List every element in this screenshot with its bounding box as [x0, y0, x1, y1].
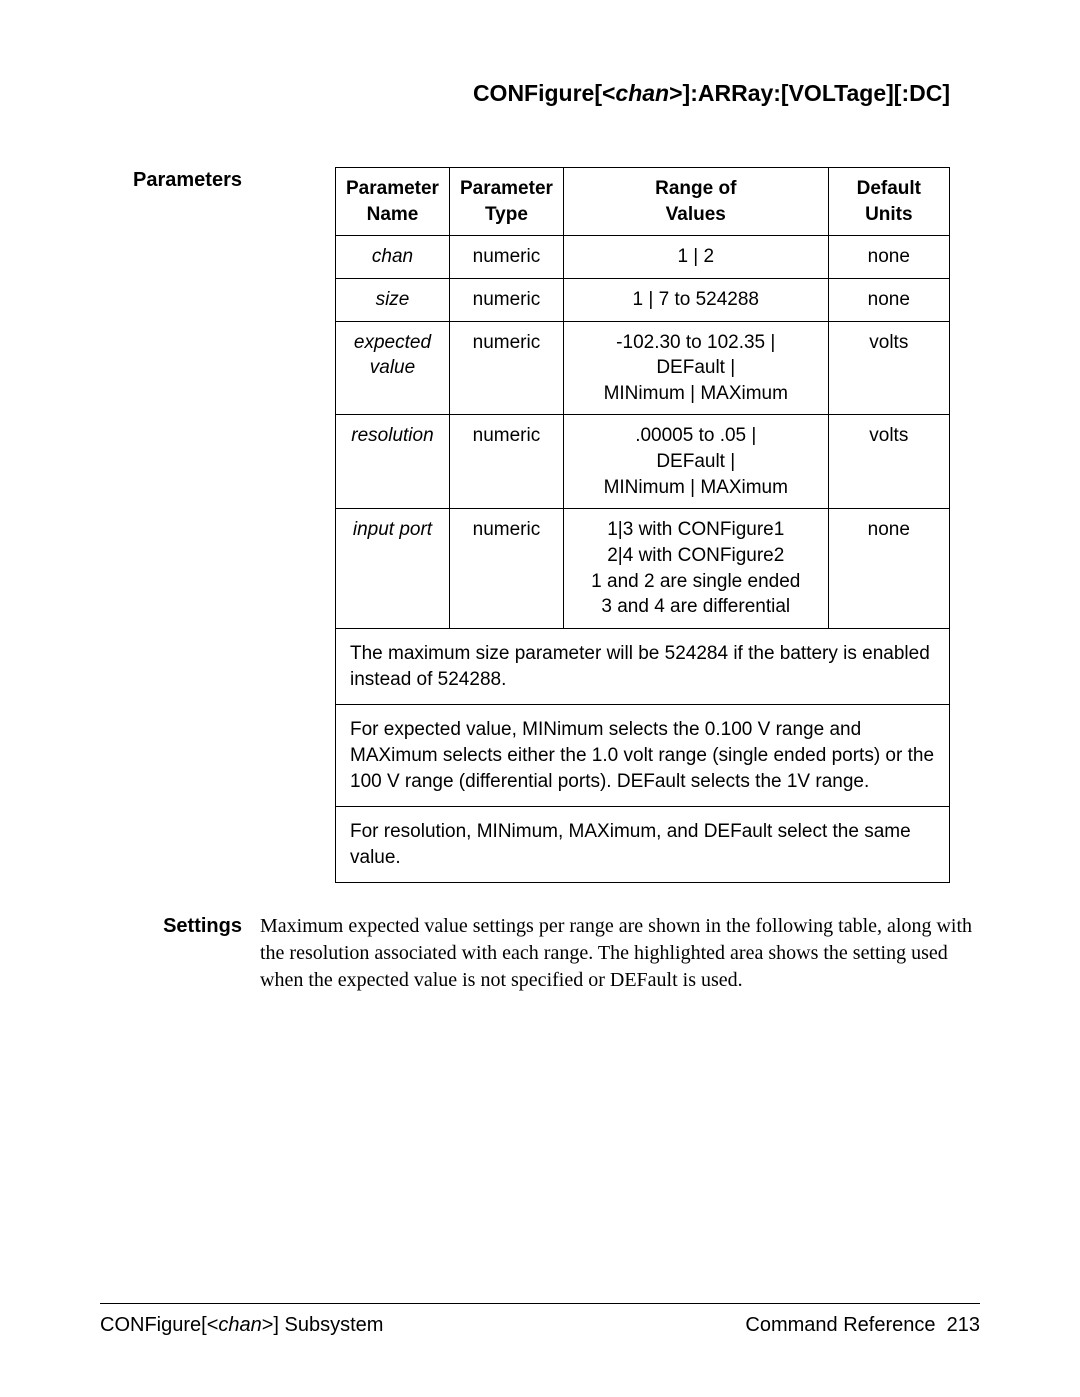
footer-right: Command Reference 213: [745, 1314, 980, 1337]
footer-row: CONFigure[<chan>] Subsystem Command Refe…: [100, 1314, 980, 1337]
table-note: For expected value, MINimum selects the …: [336, 705, 950, 807]
footer-rule: [100, 1303, 980, 1304]
table-note: For resolution, MINimum, MAXimum, and DE…: [336, 807, 950, 883]
table-row: input port numeric 1|3 with CONFigure1 2…: [336, 509, 950, 629]
settings-section: Settings Maximum expected value settings…: [100, 913, 980, 994]
cell-range: 1 | 2: [563, 236, 828, 279]
table-header-row: Parameter Name Parameter Type Range of V…: [336, 168, 950, 236]
title-prefix: CONFigure[<: [473, 80, 615, 106]
cell-range: 1 | 7 to 524288: [563, 278, 828, 321]
table-note-row: For resolution, MINimum, MAXimum, and DE…: [336, 807, 950, 883]
col-header-range: Range of Values: [563, 168, 828, 236]
table-row: chan numeric 1 | 2 none: [336, 236, 950, 279]
cell-default: none: [828, 509, 949, 629]
cell-name: size: [336, 278, 450, 321]
parameters-table: Parameter Name Parameter Type Range of V…: [335, 167, 950, 883]
page: CONFigure[<chan>]:ARRay:[VOLTage][:DC] P…: [0, 0, 1080, 1397]
table-note: The maximum size parameter will be 52428…: [336, 628, 950, 704]
cell-range: .00005 to .05 | DEFault | MINimum | MAXi…: [563, 415, 828, 509]
col-header-type: Parameter Type: [449, 168, 563, 236]
cell-range: -102.30 to 102.35 | DEFault | MINimum | …: [563, 321, 828, 415]
footer-page-number: 213: [947, 1314, 980, 1336]
footer-right-label: Command Reference: [745, 1314, 935, 1336]
parameters-body: Parameter Name Parameter Type Range of V…: [260, 167, 980, 883]
footer-left: CONFigure[<chan>] Subsystem: [100, 1314, 383, 1337]
cell-type: numeric: [449, 236, 563, 279]
table-row: expected value numeric -102.30 to 102.35…: [336, 321, 950, 415]
cell-name: expected value: [336, 321, 450, 415]
footer-left-prefix: CONFigure[<: [100, 1314, 218, 1336]
footer-left-chan: chan: [218, 1314, 261, 1336]
cell-type: numeric: [449, 278, 563, 321]
parameters-label: Parameters: [100, 167, 260, 883]
cell-name: input port: [336, 509, 450, 629]
cell-default: none: [828, 236, 949, 279]
table-note-row: For expected value, MINimum selects the …: [336, 705, 950, 807]
cell-type: numeric: [449, 415, 563, 509]
cell-type: numeric: [449, 321, 563, 415]
page-footer: CONFigure[<chan>] Subsystem Command Refe…: [100, 1303, 980, 1337]
title-suffix: >]:ARRay:[VOLTage][:DC]: [669, 80, 950, 106]
cell-name: chan: [336, 236, 450, 279]
table-row: resolution numeric .00005 to .05 | DEFau…: [336, 415, 950, 509]
table-row: size numeric 1 | 7 to 524288 none: [336, 278, 950, 321]
cell-type: numeric: [449, 509, 563, 629]
settings-body: Maximum expected value settings per rang…: [260, 913, 980, 994]
parameters-section: Parameters Parameter Name Parameter Type…: [100, 167, 980, 883]
settings-label: Settings: [100, 913, 260, 994]
col-header-default: Default Units: [828, 168, 949, 236]
cell-default: volts: [828, 321, 949, 415]
col-header-name: Parameter Name: [336, 168, 450, 236]
cell-range: 1|3 with CONFigure1 2|4 with CONFigure2 …: [563, 509, 828, 629]
cell-default: none: [828, 278, 949, 321]
cell-default: volts: [828, 415, 949, 509]
table-note-row: The maximum size parameter will be 52428…: [336, 628, 950, 704]
page-title: CONFigure[<chan>]:ARRay:[VOLTage][:DC]: [100, 80, 980, 107]
title-chan: chan: [615, 80, 669, 106]
footer-left-suffix: >] Subsystem: [262, 1314, 384, 1336]
cell-name: resolution: [336, 415, 450, 509]
